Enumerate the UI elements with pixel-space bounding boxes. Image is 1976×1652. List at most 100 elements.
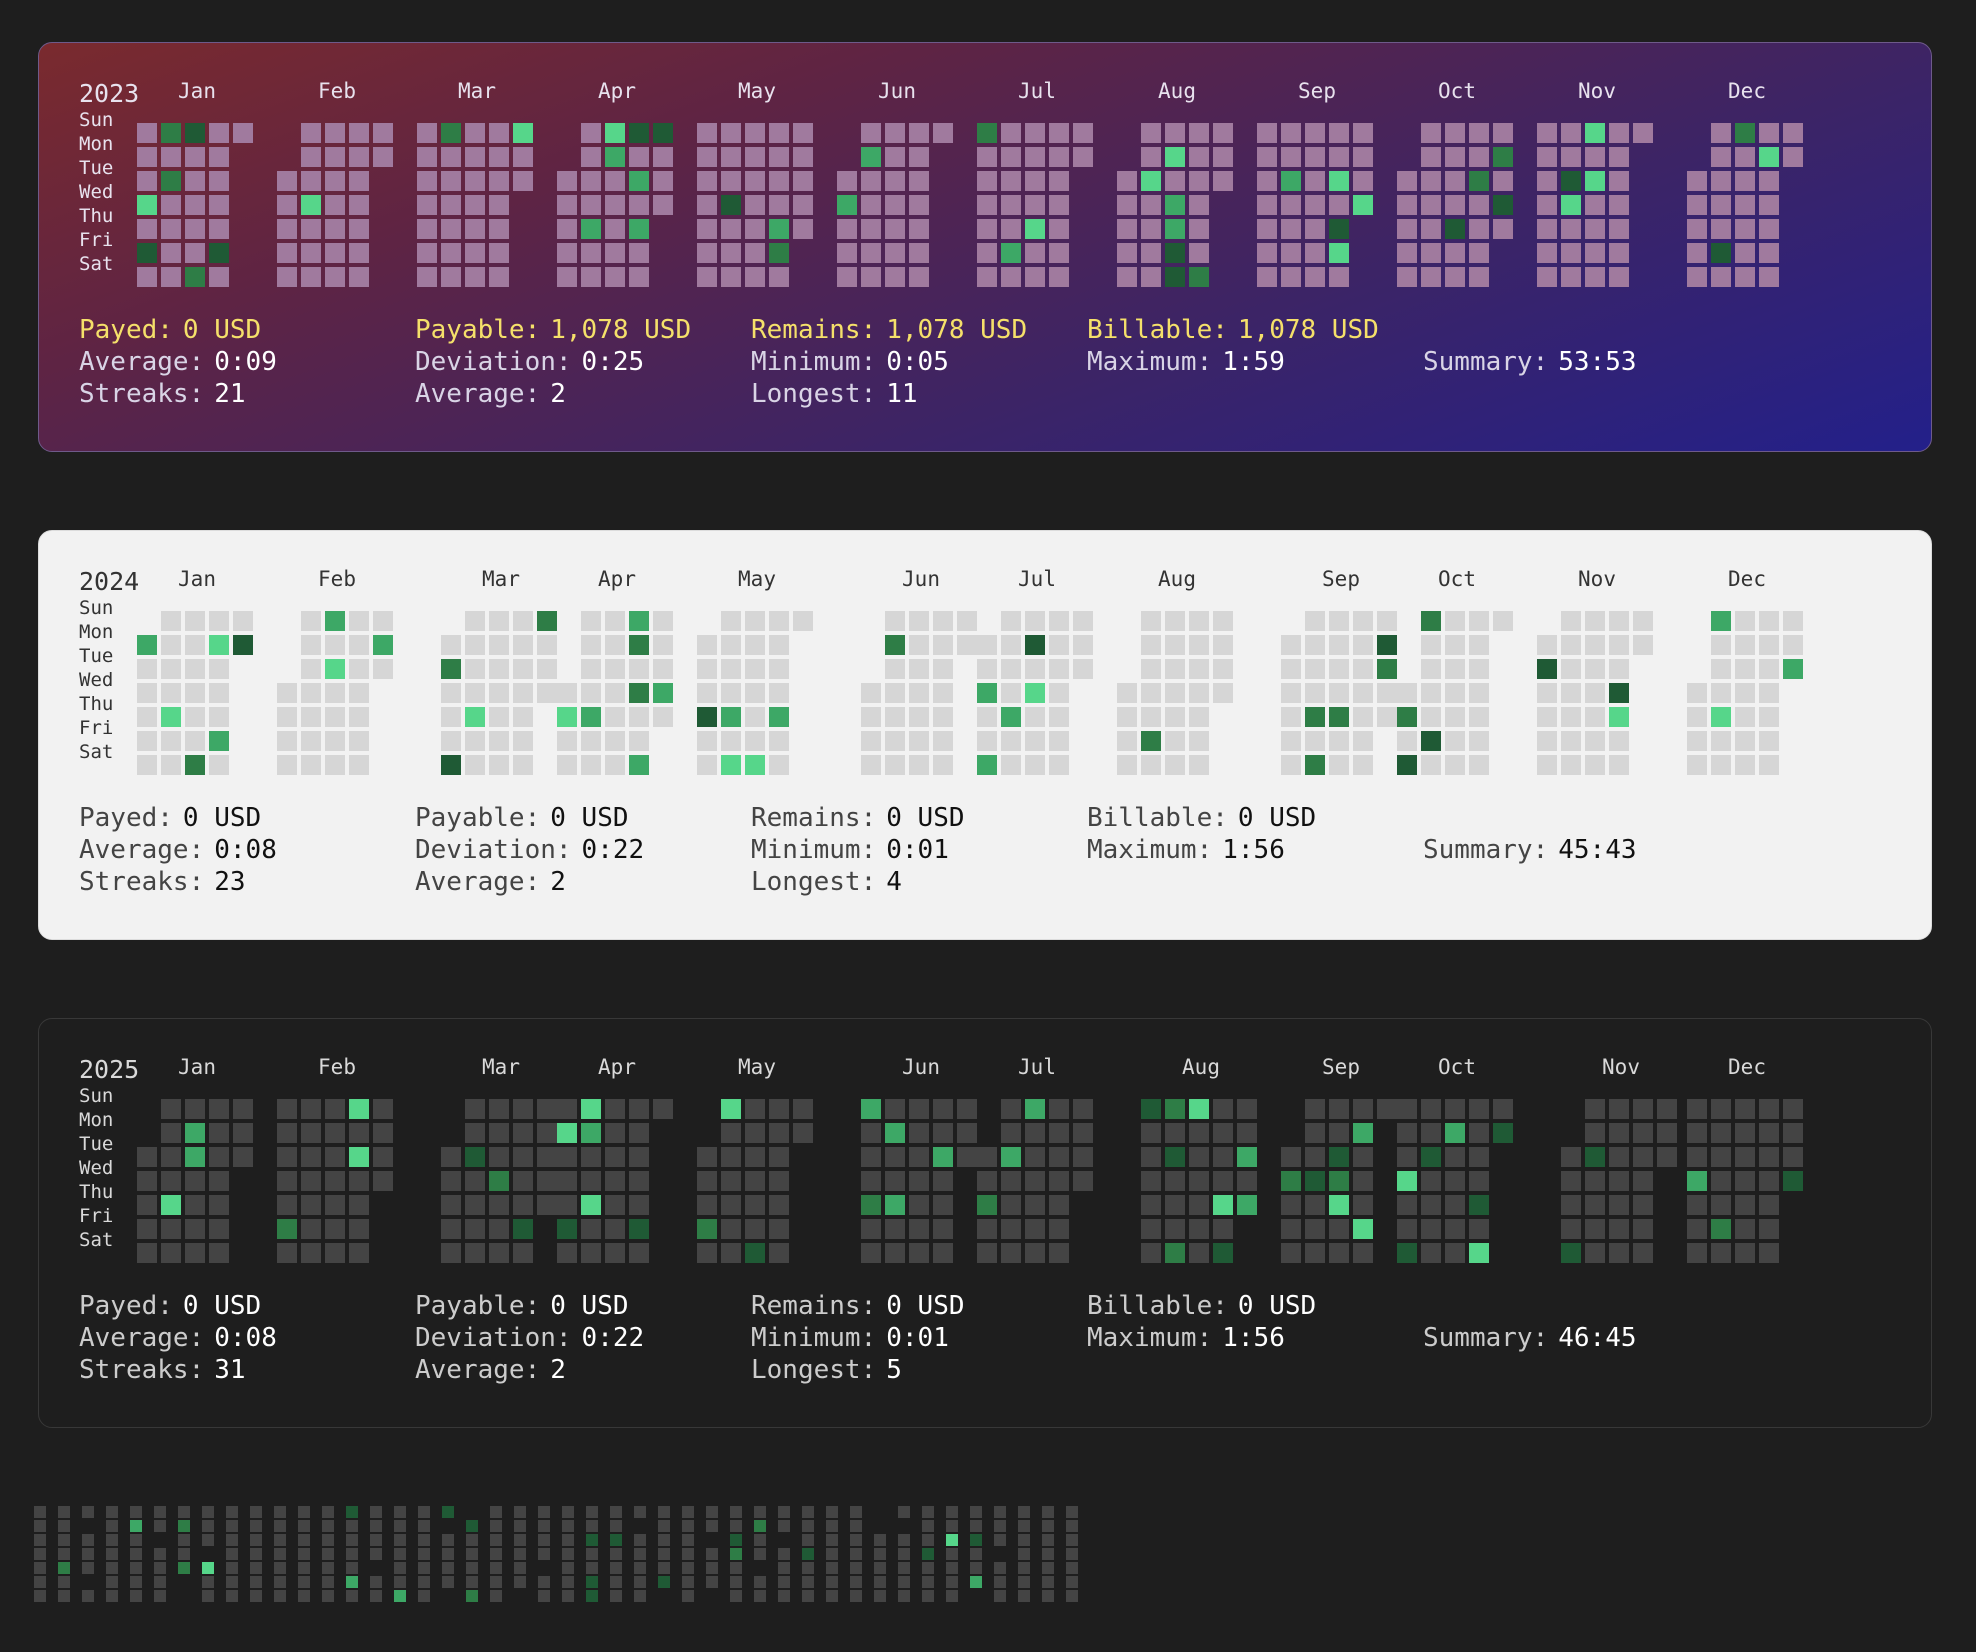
day-cell [1305, 267, 1325, 287]
day-cell [1397, 1171, 1417, 1191]
mini-day-cell [106, 1562, 118, 1574]
day-cell [441, 123, 461, 143]
day-cell [1281, 731, 1301, 751]
day-cell [349, 611, 369, 631]
day-cell [465, 1147, 485, 1167]
day-cell [1711, 123, 1731, 143]
mini-day-cell [178, 1506, 190, 1518]
day-cell [653, 611, 673, 631]
day-cell [909, 195, 929, 215]
day-cell [1469, 707, 1489, 727]
day-cell [1073, 1147, 1093, 1167]
mini-day-cell [922, 1548, 934, 1560]
day-cell [697, 147, 717, 167]
mini-day-cell [850, 1576, 862, 1588]
day-cell [489, 755, 509, 775]
day-cell [909, 659, 929, 679]
mini-day-cell [922, 1534, 934, 1546]
day-cell [1165, 1171, 1185, 1191]
day-cell [1353, 1147, 1373, 1167]
day-cell [909, 731, 929, 751]
day-cell [629, 683, 649, 703]
day-cell [1469, 731, 1489, 751]
day-cell [581, 243, 601, 263]
day-cell [1421, 1219, 1441, 1239]
mini-day-cell [778, 1520, 790, 1532]
day-cell [557, 731, 577, 751]
day-cell [1001, 635, 1021, 655]
day-cell [209, 707, 229, 727]
day-cell [1257, 147, 1277, 167]
day-cell [581, 1171, 601, 1191]
day-cell [185, 1219, 205, 1239]
mini-day-cell [538, 1548, 550, 1560]
day-cell [697, 123, 717, 143]
day-cell [209, 659, 229, 679]
mini-day-cell [970, 1534, 982, 1546]
day-cell [1353, 683, 1373, 703]
mini-day-cell [826, 1562, 838, 1574]
day-cell [1633, 1195, 1653, 1215]
day-cell [1001, 755, 1021, 775]
day-cell [1049, 659, 1069, 679]
day-cell [1609, 755, 1629, 775]
day-cell [1329, 171, 1349, 191]
day-cell [1421, 1195, 1441, 1215]
day-cell [1561, 267, 1581, 287]
mini-day-cell [466, 1590, 478, 1602]
day-cell [1783, 123, 1803, 143]
day-cell [1469, 611, 1489, 631]
longest-stat: Longest: 5 [751, 1355, 902, 1385]
mini-day-cell [298, 1506, 310, 1518]
mini-day-cell [370, 1590, 382, 1602]
mini-day-cell [154, 1548, 166, 1560]
day-cell [1445, 267, 1465, 287]
mini-day-cell [346, 1506, 358, 1518]
day-cell [629, 1123, 649, 1143]
day-cell [161, 1219, 181, 1239]
day-cell [909, 1195, 929, 1215]
day-cell [1141, 683, 1161, 703]
day-cell [933, 731, 953, 751]
day-cell [1397, 1123, 1417, 1143]
day-label-wed: Wed [79, 1157, 114, 1179]
day-cell [745, 195, 765, 215]
day-cell [1025, 1147, 1045, 1167]
day-cell [417, 171, 437, 191]
day-cell [185, 1099, 205, 1119]
day-cell [465, 123, 485, 143]
day-cell [581, 1243, 601, 1263]
payed-stat: Payed: 0 USD [79, 803, 262, 833]
day-cell [1633, 1219, 1653, 1239]
day-cell [605, 1123, 625, 1143]
day-cell [629, 267, 649, 287]
day-cell [1213, 611, 1233, 631]
day-cell [1305, 1171, 1325, 1191]
mini-day-cell [442, 1576, 454, 1588]
day-cell [1735, 1195, 1755, 1215]
day-cell [373, 1123, 393, 1143]
day-cell [209, 195, 229, 215]
day-cell [1493, 171, 1513, 191]
mini-day-cell [1042, 1562, 1054, 1574]
day-cell [1025, 243, 1045, 263]
day-cell [605, 659, 625, 679]
day-cell [1469, 1219, 1489, 1239]
day-cell [1445, 1243, 1465, 1263]
payable-stat: Payable: 0 USD [415, 803, 629, 833]
mini-day-cell [394, 1534, 406, 1546]
day-cell [837, 195, 857, 215]
day-cell [1025, 195, 1045, 215]
day-cell [769, 147, 789, 167]
day-cell [1609, 267, 1629, 287]
day-cell [1687, 171, 1707, 191]
day-cell [769, 635, 789, 655]
day-cell [1759, 171, 1779, 191]
day-cell [441, 1195, 461, 1215]
day-cell [1759, 219, 1779, 239]
day-cell [325, 147, 345, 167]
day-cell [537, 635, 557, 655]
day-cell [629, 707, 649, 727]
mini-day-cell [682, 1534, 694, 1546]
month-label-apr: Apr [598, 79, 636, 103]
